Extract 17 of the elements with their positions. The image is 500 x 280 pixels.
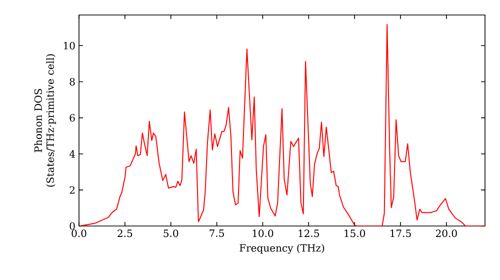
x-tick-label: 20.0 <box>436 230 457 238</box>
y-tick-label: 10 <box>64 42 75 50</box>
x-axis-title: Frequency (THz) <box>240 244 324 254</box>
x-tick-label: 5.0 <box>164 230 178 238</box>
x-tick-label: 0.0 <box>72 230 86 238</box>
x-tick-label: 12.5 <box>298 230 320 238</box>
y-tick-label: 6 <box>70 114 75 122</box>
x-tick-label: 10.0 <box>252 230 274 238</box>
y-tick-label: 8 <box>70 78 75 86</box>
x-tick-label: 7.5 <box>210 230 224 237</box>
y-tick-label: 2 <box>70 186 74 194</box>
x-tick-label: 17.5 <box>390 230 411 238</box>
y-axis-title: Phonon DOS (States/THz·primitive cell) <box>34 54 56 187</box>
x-tick-label: 15.0 <box>344 230 366 238</box>
y-tick-label: 0 <box>70 222 75 230</box>
y-tick-label: 4 <box>69 150 75 158</box>
x-tick-label: 2.5 <box>118 230 132 238</box>
